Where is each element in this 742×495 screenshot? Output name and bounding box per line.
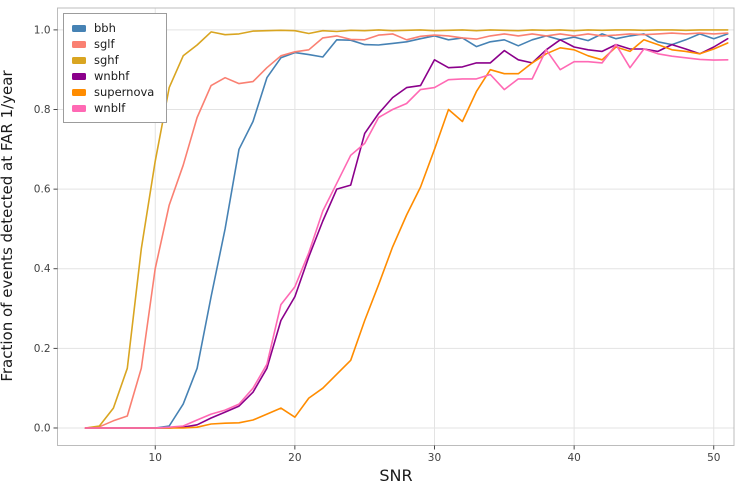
legend-item-wnbhf: wnbhf <box>72 68 154 84</box>
x-axis-label: SNR <box>379 466 413 485</box>
legend-swatch-sghf <box>72 56 86 64</box>
x-tick-label: 50 <box>707 452 720 464</box>
panel-border <box>57 7 735 446</box>
y-axis-label-text: Fraction of events detected at FAR 1/yea… <box>0 70 16 382</box>
legend-swatch-bbh <box>72 24 86 32</box>
legend-swatch-supernova <box>72 88 86 96</box>
y-tick-label: 0.4 <box>34 263 51 275</box>
series-line-sghf <box>84 29 729 429</box>
series-line-wnblf <box>84 43 729 429</box>
legend-item-sghf: sghf <box>72 52 154 68</box>
legend-label: wnbhf <box>94 69 130 83</box>
legend-label: bbh <box>94 21 116 35</box>
y-tick-label: 0.6 <box>34 184 51 196</box>
x-tick-label: 20 <box>288 452 301 464</box>
series-line-sglf <box>84 32 729 429</box>
y-tick-label: 0.0 <box>34 422 51 434</box>
y-tick-label: 1.0 <box>34 24 51 36</box>
series-line-bbh <box>84 33 729 429</box>
legend-item-bbh: bbh <box>72 20 154 36</box>
legend-swatch-sglf <box>72 40 86 48</box>
series-line-supernova <box>84 38 729 429</box>
series-line-wnbhf <box>84 37 729 429</box>
legend-item-sglf: sglf <box>72 36 154 52</box>
x-tick-label: 40 <box>567 452 580 464</box>
x-tick-label: 30 <box>428 452 441 464</box>
legend-item-supernova: supernova <box>72 84 154 100</box>
legend-swatch-wnbhf <box>72 72 86 80</box>
legend-label: supernova <box>94 85 155 99</box>
legend-label: sglf <box>94 37 115 51</box>
legend: bbh sglf sghf wnbhf supernova wnblf <box>63 13 168 123</box>
legend-label: sghf <box>94 53 119 67</box>
legend-label: wnblf <box>94 101 126 115</box>
legend-swatch-wnblf <box>72 104 86 112</box>
x-tick-label: 10 <box>149 452 162 464</box>
y-tick-label: 0.8 <box>34 104 51 116</box>
y-tick-label: 0.2 <box>34 343 51 355</box>
legend-item-wnblf: wnblf <box>72 100 154 116</box>
